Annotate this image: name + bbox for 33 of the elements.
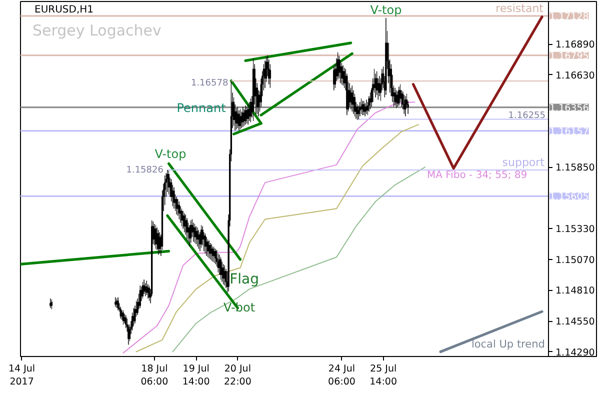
y-tick-label: 1.14810 (556, 286, 595, 297)
annotation: 1.15826 (126, 166, 164, 176)
x-tick-label: 18 Jul 06:00 (140, 364, 168, 388)
ref-line-label: 1.17128 (550, 11, 589, 22)
annotation: V-bot (224, 300, 256, 315)
annotation: local Up trend (471, 338, 545, 351)
x-tick-label: 14 Jul 2017 (8, 364, 36, 388)
ref-line-label: 1.16157 (550, 126, 589, 138)
annotation: Sergey Logachev (32, 22, 162, 40)
x-tick-label: 19 Jul 14:00 (182, 364, 210, 388)
y-tick-label: 1.15330 (556, 224, 595, 236)
y-tick-label: 1.15850 (556, 162, 595, 174)
annotation: support (502, 156, 546, 170)
y-tick-label: 1.16630 (556, 70, 595, 82)
annotation: MA Fibo - 34; 55; 89 (426, 170, 528, 182)
chart-title: EURUSD,H1 (34, 4, 94, 16)
x-tick-label: 20 Jul 22:00 (224, 364, 252, 388)
annotation: resistant (496, 2, 544, 15)
y-tick-label: 1.14550 (556, 316, 595, 328)
x-tick-label: 25 Jul 14:00 (370, 364, 398, 388)
annotation: 1.16255 (508, 111, 546, 122)
y-tick-label: 1.16890 (556, 40, 595, 51)
ref-line-label: 1.16356 (550, 102, 589, 114)
annotation: Pennant (176, 101, 226, 116)
x-tick-label: 24 Jul 06:00 (328, 364, 356, 388)
y-tick-label: 1.15070 (556, 254, 595, 266)
y-tick-label: 1.14290 (556, 347, 595, 358)
annotation: 1.16578 (190, 78, 228, 89)
ref-line-label: 1.16795 (550, 50, 589, 62)
ref-line-label: 1.15605 (550, 192, 589, 203)
annotation: V-top (370, 3, 402, 18)
annotation: V-top (154, 147, 186, 162)
annotation: Flag (230, 271, 259, 288)
